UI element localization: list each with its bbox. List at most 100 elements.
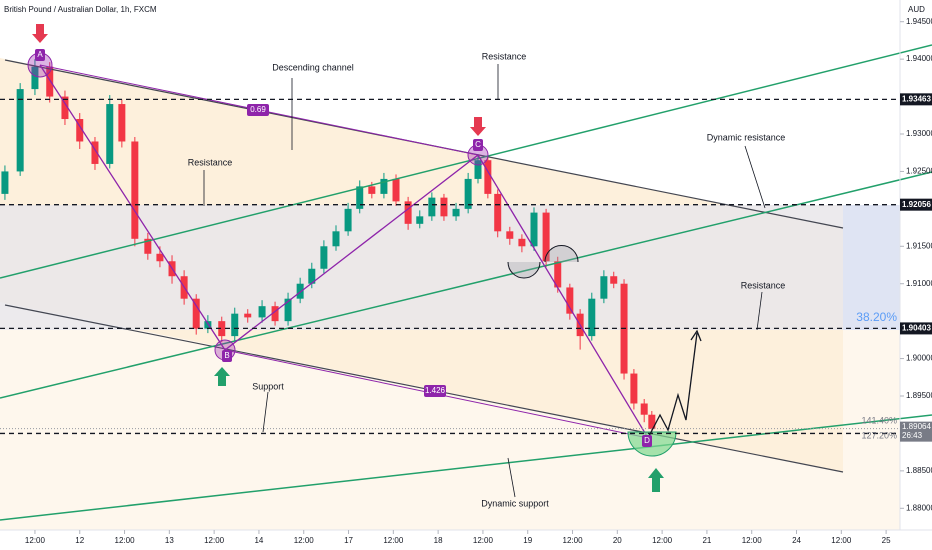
currency: AUD [908,5,925,14]
candle-body [464,178,472,209]
lower-zone [0,330,900,530]
trend-line [0,44,932,279]
candle-body [61,96,69,120]
candle-body [131,141,139,239]
candle-body [630,373,638,404]
candle-body [600,276,608,299]
annotation: 38.20% [856,310,897,324]
point-label: A [37,50,43,59]
candle-body [231,313,239,337]
candle-body [1,171,9,194]
x-tick-label: 17 [344,536,353,545]
point-label: D [644,436,650,445]
candle-body [118,104,126,142]
up-arrow [214,367,230,386]
annotation: Resistance [482,51,527,61]
candle-body [284,298,292,322]
x-tick-label: 13 [165,536,174,545]
candle-body [368,186,376,194]
candle-body [640,403,648,415]
up-arrow [648,468,664,492]
point-label: B [224,351,229,360]
y-tick-label: 1.92500 [906,167,932,176]
y-tick-label: 1.89500 [906,391,932,400]
candle-body [106,104,114,164]
x-tick-label: 18 [434,536,443,545]
candle-body [344,208,352,232]
candle-body [542,212,550,262]
x-tick-label: 19 [523,536,532,545]
point-tag [642,435,652,447]
candle-body [320,246,328,269]
candle-body [506,231,514,239]
projection [647,332,698,439]
candle-body [258,306,266,318]
chart-title: British Pound / Australian Dollar, 1h, F… [4,5,157,14]
candle-body [494,193,502,232]
candle-body [392,178,400,202]
y-tick-label: 1.91500 [906,241,932,250]
point-tag [473,139,483,151]
candle-body [16,89,24,172]
candle-body [566,287,574,314]
candle-body [204,321,212,329]
level-tag [900,93,932,106]
x-tick-label: 12:00 [115,536,136,545]
candle-body [518,238,526,247]
arc [544,245,579,263]
x-tick-label: 12:00 [294,536,315,545]
callout-lines [203,64,766,498]
candle-body [332,231,340,247]
candle-body [484,160,492,194]
x-tick-label: 12:00 [563,536,584,545]
y-tick-label: 1.93000 [906,129,932,138]
range-zone [0,205,900,330]
point-tag [222,350,232,362]
x-tick-label: 21 [702,536,711,545]
annotation: Resistance [188,157,233,167]
x-tick-label: 12:00 [742,536,763,545]
ratio-label: 1.426 [425,386,446,395]
down-arrow [32,24,48,43]
annotation: Dynamic resistance [707,132,786,142]
candle-body [46,66,54,97]
projection-arrowhead [690,329,702,342]
candle-body [588,298,596,337]
candle-body [308,268,316,284]
candle-body [474,160,482,179]
annotation: Resistance [741,280,786,290]
y-tick-label: 1.88500 [906,466,932,475]
trend-line [0,414,932,521]
y-tick-label: 1.91000 [906,279,932,288]
last-price-tag [900,421,932,442]
level-tag [900,322,932,335]
y-tick-label: 1.90000 [906,354,932,363]
candle-body [271,306,279,322]
x-tick-label: 12:00 [25,536,46,545]
level-tag [900,198,932,211]
annotation: Support [252,381,284,391]
x-tick-label: 14 [254,536,263,545]
point-tag [35,49,45,61]
y-tick-label: 1.88000 [906,503,932,512]
countdown: 26:43 [902,431,923,440]
x-tick-label: 12:00 [204,536,225,545]
candle-body [192,298,200,329]
drawings: Descending channel Resistance Resistance Dy… [0,24,932,521]
candle-body [380,178,388,194]
candle-body [76,119,84,142]
abcd-pattern [39,64,649,439]
x-tick-label: 12:00 [652,536,673,545]
candle-body [31,66,39,90]
candle-body [156,253,164,262]
candle-body [404,201,412,224]
level-label: 1.90403 [902,324,931,333]
arc [507,261,541,279]
candle-body [648,414,656,429]
annotation: Dynamic support [481,498,549,508]
last-price-label: 1.89064 [902,422,931,431]
ratio-tag [424,385,446,397]
candle-body [428,197,436,217]
